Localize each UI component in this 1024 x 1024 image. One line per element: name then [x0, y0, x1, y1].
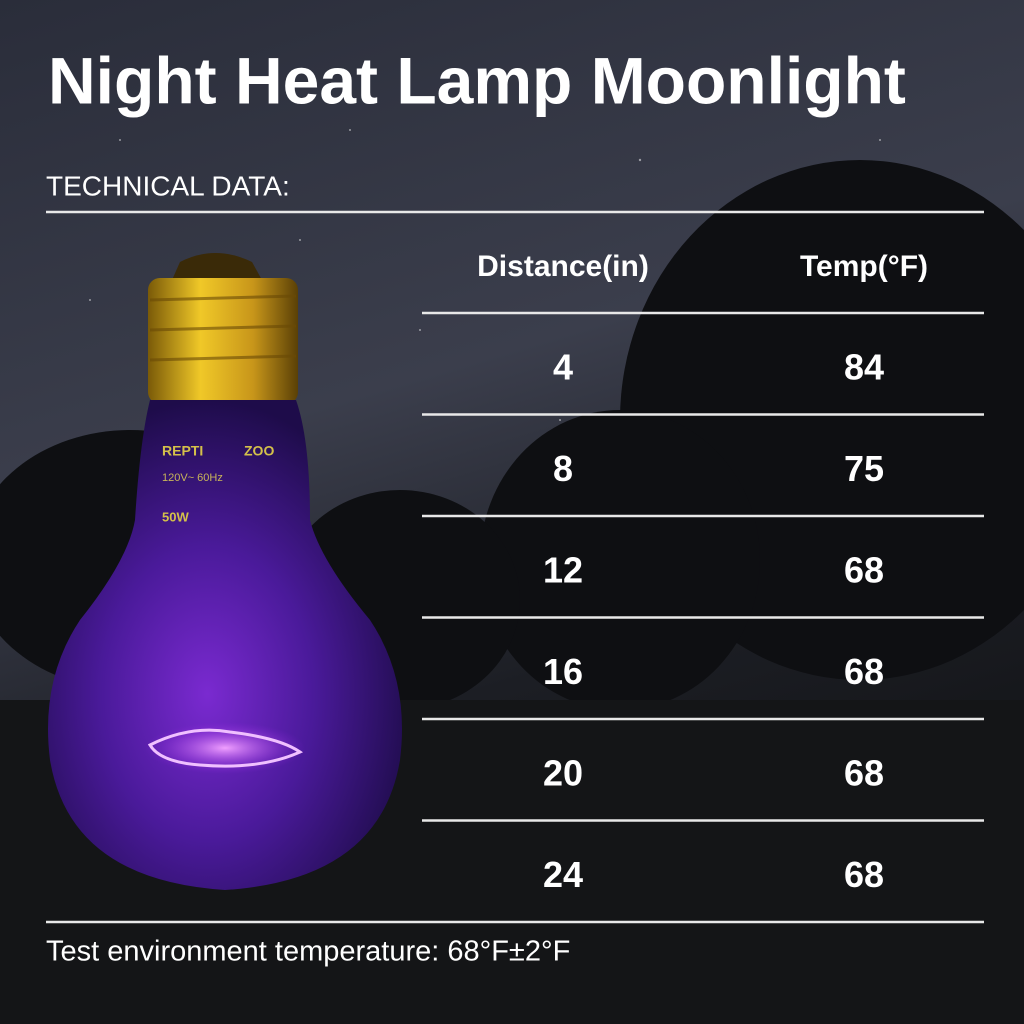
subtitle: TECHNICAL DATA: — [46, 170, 290, 201]
table: Distance(in) Temp(°F) 4 84 8 75 12 68 16 68 20 68 24… — [422, 250, 984, 895]
table-cell: 84 — [844, 346, 884, 387]
table-cell: 24 — [543, 854, 583, 895]
table-cell: 20 — [543, 752, 583, 793]
table-cell: 68 — [844, 549, 884, 590]
table-cell: 68 — [844, 651, 884, 692]
footer: Test environment temperature: 68°F±2°F — [46, 936, 570, 968]
table-header: Distance(in) — [477, 250, 649, 283]
bulb-brand: ZOO — [244, 443, 274, 459]
table-cell: 8 — [553, 448, 573, 489]
table-cell: 68 — [844, 854, 884, 895]
table-cell: 16 — [543, 651, 583, 692]
table-header: Temp(°F) — [800, 250, 928, 283]
table-cell: 75 — [844, 448, 884, 489]
table-cell: 4 — [553, 346, 573, 387]
table-cell: 12 — [543, 549, 583, 590]
bulb: REPTI ZOO 120V~ 60Hz 50W — [48, 253, 402, 890]
bulb-brand: REPTI — [162, 443, 203, 459]
bulb-rating: 120V~ 60Hz — [162, 472, 223, 484]
title: Night Heat Lamp Moonlight — [48, 43, 906, 117]
bulb-power: 50W — [162, 509, 189, 524]
table-cell: 68 — [844, 752, 884, 793]
